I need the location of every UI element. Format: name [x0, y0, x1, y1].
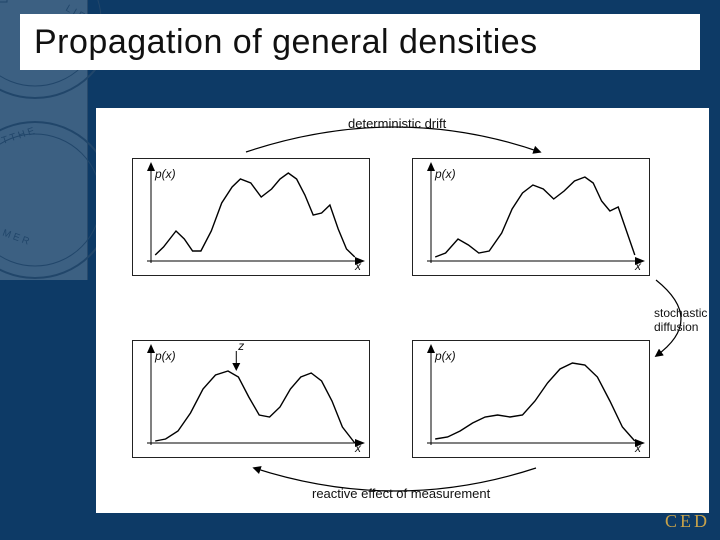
- panel-bottom-right: p(x) x: [412, 340, 650, 458]
- svg-text:M E R: M E R: [1, 228, 31, 248]
- z-label: z: [238, 339, 244, 353]
- xlabel: x: [355, 441, 361, 455]
- right-arrow-label: stochastic diffusion: [654, 306, 709, 334]
- ylabel: p(x): [155, 349, 176, 363]
- svg-text:A: A: [0, 0, 3, 2]
- ylabel: p(x): [435, 167, 456, 181]
- svg-text:L E T T H E: L E T T H E: [0, 126, 36, 152]
- title-bar: Propagation of general densities: [20, 14, 700, 70]
- xlabel: x: [635, 441, 641, 455]
- slide: L E T T H E M E R L I F A Propagation of…: [0, 0, 720, 540]
- footer-mark: CED: [665, 511, 710, 532]
- top-arrow-label: deterministic drift: [348, 116, 446, 131]
- xlabel: x: [635, 259, 641, 273]
- figure-area: deterministic drift stochastic diffusion…: [96, 108, 709, 513]
- ylabel: p(x): [435, 349, 456, 363]
- bottom-arrow-label: reactive effect of measurement: [312, 486, 490, 501]
- xlabel: x: [355, 259, 361, 273]
- panel-top-right: p(x) x: [412, 158, 650, 276]
- ylabel: p(x): [155, 167, 176, 181]
- panel-top-left: p(x) x: [132, 158, 370, 276]
- panel-bottom-left: p(x) x z: [132, 340, 370, 458]
- page-title: Propagation of general densities: [34, 23, 538, 62]
